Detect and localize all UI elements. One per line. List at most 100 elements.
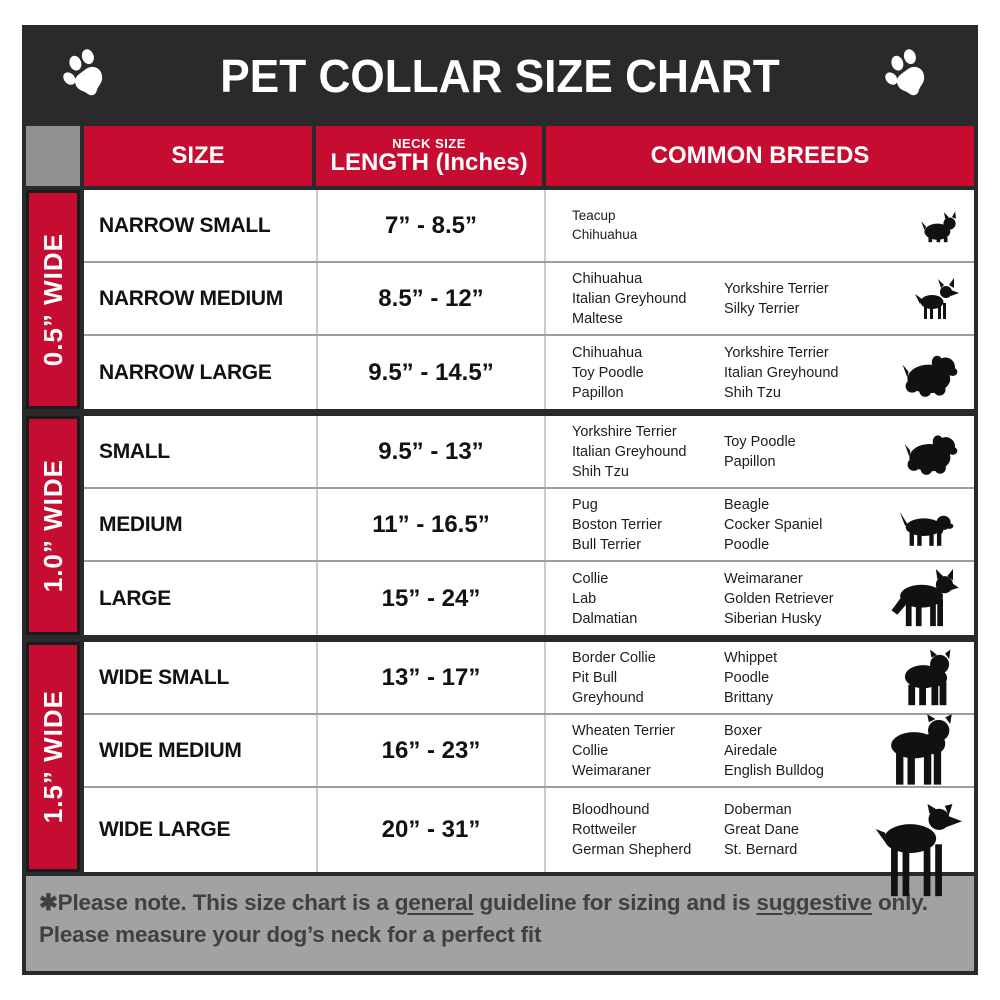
- breeds-column-2: Doberman Great Dane St. Bernard: [724, 800, 974, 860]
- table-row: LARGE 15” - 24” Collie Lab Dalmatian Wei…: [84, 562, 974, 635]
- table-row: SMALL 9.5” - 13” Yorkshire Terrier Itali…: [84, 416, 974, 489]
- german-shepherd-icon: [886, 568, 960, 629]
- size-label: WIDE SMALL: [99, 665, 229, 689]
- size-cell: LARGE: [84, 562, 316, 635]
- breed: Italian Greyhound: [724, 364, 839, 381]
- length-cell: 7” - 8.5”: [316, 190, 544, 261]
- length-value: 9.5” - 14.5”: [368, 358, 494, 386]
- footer-note: ✱Please note. This size chart is a gener…: [26, 876, 974, 971]
- breed: German Shepherd: [572, 842, 692, 858]
- width-group-15: 1.5” WIDE WIDE SMALL 13” - 17” Border Co…: [26, 642, 974, 897]
- length-cell: 9.5” - 14.5”: [316, 336, 544, 409]
- length-cell: 9.5” - 13”: [316, 416, 544, 487]
- size-cell: NARROW SMALL: [84, 190, 316, 261]
- width-label: 1.0” WIDE: [37, 458, 68, 593]
- length-value: 9.5” - 13”: [378, 437, 484, 465]
- breed: Beagle: [724, 496, 770, 513]
- width-group-10: 1.0” WIDE SMALL 9.5” - 13” Yorkshire Ter…: [26, 416, 974, 635]
- breed: Italian Greyhound: [572, 290, 687, 307]
- breeds-column-1: Teacup Chihuahua: [572, 207, 724, 244]
- breed: Toy Poodle: [724, 433, 796, 450]
- breed: Pug: [572, 496, 598, 513]
- group-rows: NARROW SMALL 7” - 8.5” Teacup Chihuahua: [84, 190, 974, 409]
- length-cell: 8.5” - 12”: [316, 263, 544, 334]
- breed: Weimaraner: [572, 762, 651, 779]
- breed: Siberian Husky: [724, 610, 822, 627]
- width-label: 1.5” WIDE: [37, 690, 68, 824]
- breed: Chihuahua: [572, 344, 643, 361]
- size-label: MEDIUM: [99, 512, 183, 536]
- shih-tzu-icon: [902, 428, 960, 476]
- breeds-column-2: Yorkshire Terrier Italian Greyhound Shih…: [724, 343, 974, 403]
- size-cell: NARROW MEDIUM: [84, 263, 316, 334]
- breeds-column-1: Chihuahua Italian Greyhound Maltese: [572, 269, 724, 329]
- breed: Chihuahua: [572, 270, 643, 287]
- breed: Lab: [572, 590, 597, 607]
- length-cell: 13” - 17”: [316, 642, 544, 713]
- header-size: SIZE: [84, 126, 312, 186]
- group-rows: SMALL 9.5” - 13” Yorkshire Terrier Itali…: [84, 416, 974, 635]
- breed: Teacup: [572, 207, 616, 223]
- breeds-cell: Teacup Chihuahua: [544, 190, 974, 261]
- size-cell: WIDE MEDIUM: [84, 715, 316, 786]
- breed: Wheaten Terrier: [572, 722, 675, 739]
- size-cell: MEDIUM: [84, 489, 316, 560]
- breed: Yorkshire Terrier: [724, 344, 829, 361]
- breeds-column-1: Yorkshire Terrier Italian Greyhound Shih…: [572, 422, 724, 482]
- header-corner: [26, 126, 80, 186]
- size-label: NARROW MEDIUM: [99, 286, 283, 310]
- footer-text-1: Please note. This size chart is a: [57, 890, 395, 915]
- length-value: 7” - 8.5”: [384, 211, 478, 239]
- breed: Golden Retriever: [724, 590, 834, 607]
- length-value: 13” - 17”: [381, 663, 481, 691]
- breed: Poodle: [724, 669, 770, 686]
- breed: Brittany: [724, 689, 774, 706]
- breeds-column-1: Pug Boston Terrier Bull Terrier: [572, 495, 724, 555]
- breed: Yorkshire Terrier: [572, 423, 677, 440]
- table-row: WIDE MEDIUM 16” - 23” Wheaten Terrier Co…: [84, 713, 974, 788]
- breed: Great Dane: [724, 822, 799, 838]
- breeds-column-2: Beagle Cocker Spaniel Poodle: [724, 495, 974, 555]
- table-row: WIDE SMALL 13” - 17” Border Collie Pit B…: [84, 642, 974, 715]
- size-label: NARROW SMALL: [99, 213, 271, 237]
- table-row: NARROW MEDIUM 8.5” - 12” Chihuahua Itali…: [84, 263, 974, 336]
- shih-tzu-icon: [900, 348, 960, 398]
- breed: Bloodhound: [572, 802, 650, 818]
- breeds-cell: Bloodhound Rottweiler German Shepherd Do…: [544, 788, 974, 897]
- header-neck-size: NECK SIZE: [392, 135, 466, 151]
- length-cell: 15” - 24”: [316, 562, 544, 635]
- table-header: SIZE NECK SIZE LENGTH (Inches) COMMON BR…: [26, 126, 974, 186]
- size-label: LARGE: [99, 586, 172, 610]
- breed: Whippet: [724, 649, 778, 666]
- length-value: 15” - 24”: [381, 584, 481, 612]
- breeds-cell: Wheaten Terrier Collie Weimaraner Boxer …: [544, 713, 974, 788]
- breeds-column-2: Boxer Airedale English Bulldog: [724, 721, 974, 781]
- length-cell: 16” - 23”: [316, 715, 544, 786]
- breeds-column-2: Weimaraner Golden Retriever Siberian Hus…: [724, 569, 974, 629]
- table-row: WIDE LARGE 20” - 31” Bloodhound Rottweil…: [84, 788, 974, 897]
- boxer-icon: [878, 713, 960, 788]
- width-strip-15: 1.5” WIDE: [26, 642, 80, 872]
- length-value: 8.5” - 12”: [378, 284, 484, 312]
- length-cell: 11” - 16.5”: [316, 489, 544, 560]
- size-cell: WIDE LARGE: [84, 788, 316, 872]
- breeds-column-2: Yorkshire Terrier Silky Terrier: [724, 279, 974, 319]
- size-label: SMALL: [99, 439, 170, 463]
- footer-underline-general: general: [394, 890, 474, 915]
- pit-bull-icon: [892, 648, 960, 707]
- breed: Shih Tzu: [572, 463, 629, 480]
- size-cell: SMALL: [84, 416, 316, 487]
- yorkshire-terrier-icon: [918, 209, 960, 243]
- breed: Border Collie: [572, 649, 656, 666]
- width-group-05: 0.5” WIDE NARROW SMALL 7” - 8.5” Teacup …: [26, 190, 974, 409]
- size-label: WIDE MEDIUM: [99, 738, 242, 762]
- breed: Greyhound: [572, 689, 644, 706]
- footer-asterisk: ✱: [39, 890, 58, 915]
- table-row: NARROW LARGE 9.5” - 14.5” Chihuahua Toy …: [84, 336, 974, 409]
- breeds-cell: Yorkshire Terrier Italian Greyhound Shih…: [544, 416, 974, 487]
- breed: English Bulldog: [724, 762, 824, 779]
- length-value: 11” - 16.5”: [372, 510, 490, 538]
- breed: Toy Poodle: [572, 364, 644, 381]
- width-strip-05: 0.5” WIDE: [26, 190, 80, 409]
